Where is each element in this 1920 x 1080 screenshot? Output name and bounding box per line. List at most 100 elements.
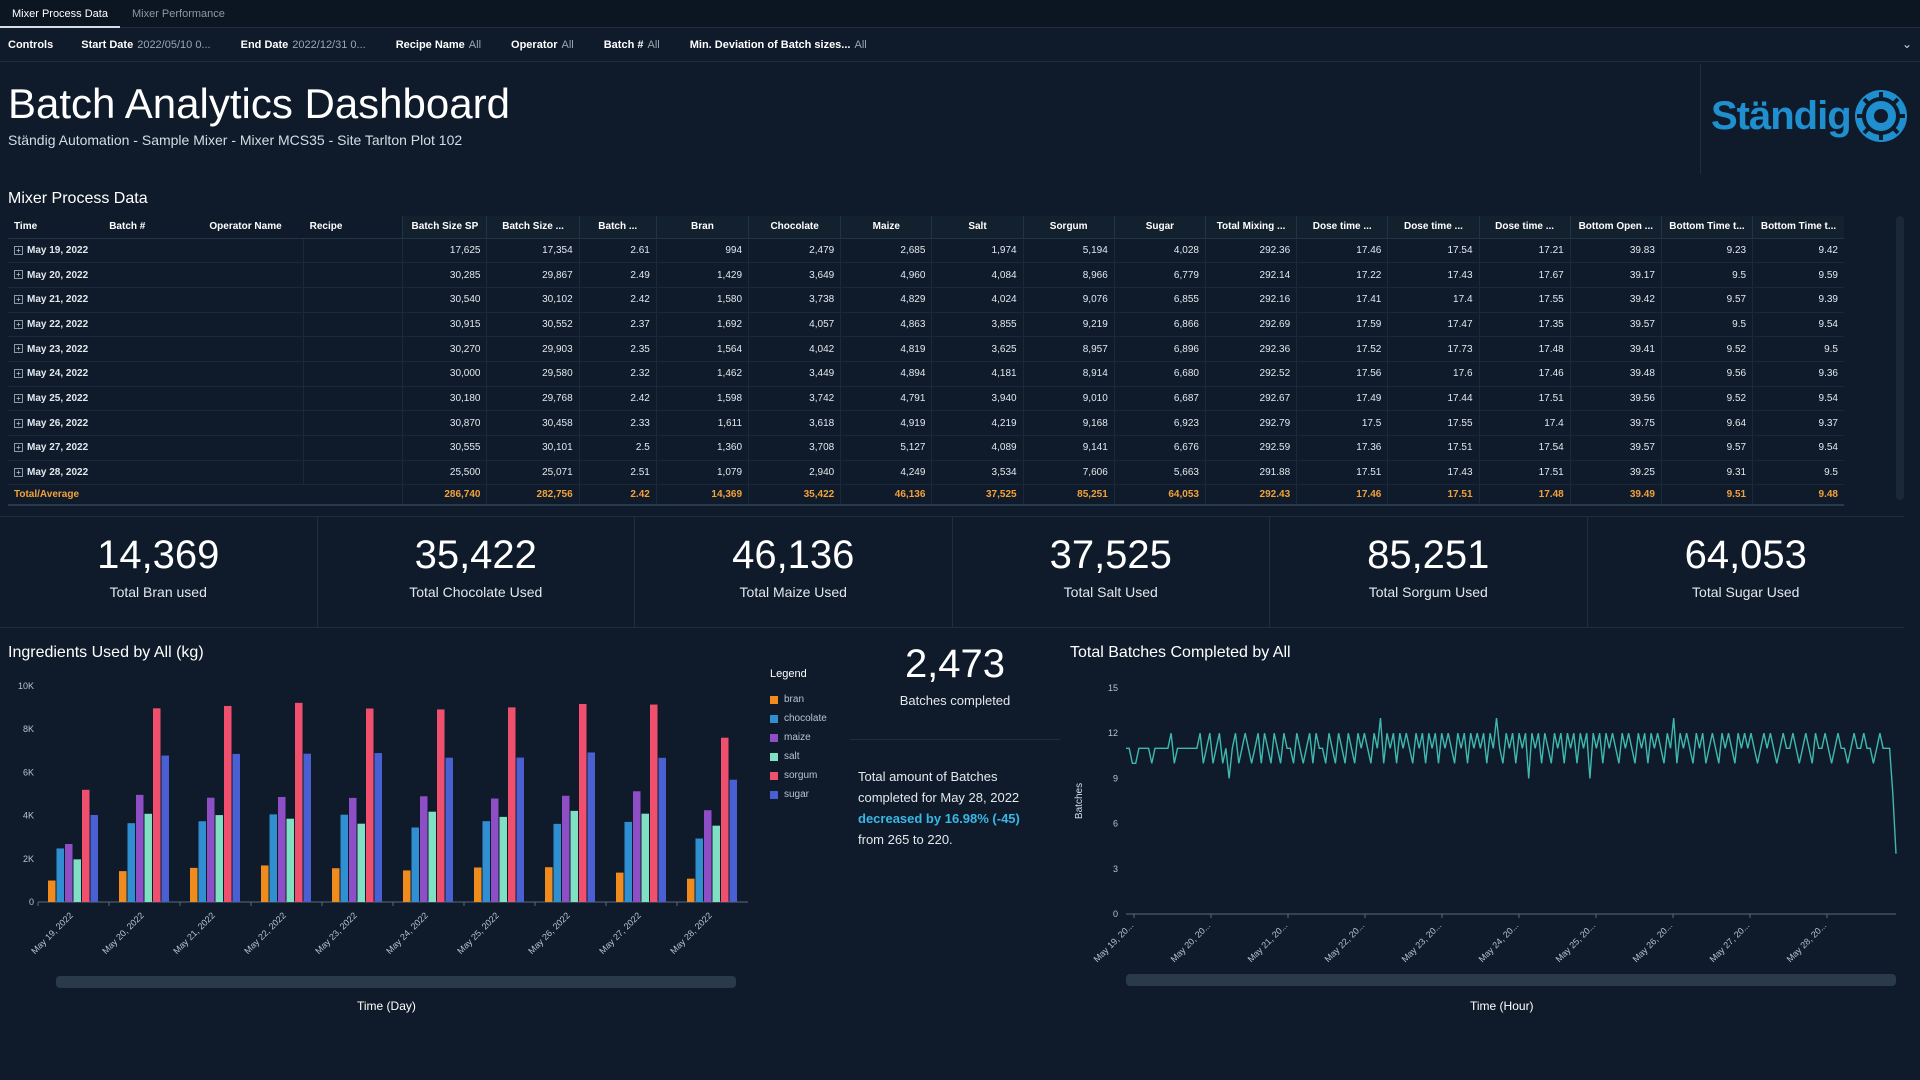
table-row[interactable]: + May 21, 2022 30,540 30,102 2.42 1,580 3,738 4… [8, 287, 1844, 313]
bar-salt[interactable] [641, 813, 650, 902]
min-deviation-control[interactable]: Min. Deviation of Batch sizes... All [689, 38, 867, 51]
column-header[interactable]: Operator Name [203, 216, 304, 239]
bar-bran[interactable] [687, 878, 695, 902]
column-header[interactable]: Batch # [103, 216, 204, 239]
bar-bran[interactable] [190, 867, 198, 902]
bar-sorgum[interactable] [721, 737, 729, 902]
bar-sorgum[interactable] [437, 709, 445, 902]
start-date-control[interactable]: Start Date 2022/05/10 0... [81, 38, 211, 51]
end-date-control[interactable]: End Date 2022/12/31 0... [240, 38, 366, 51]
bar-maize[interactable] [278, 796, 286, 902]
bar-salt[interactable] [570, 810, 579, 902]
bar-salt[interactable] [73, 859, 82, 902]
bar-sugar[interactable] [445, 757, 454, 902]
column-header[interactable]: Total Mixing ... [1204, 216, 1297, 239]
bar-chocolate[interactable] [56, 848, 65, 902]
bar-chocolate[interactable] [624, 821, 633, 902]
table-row[interactable]: + May 25, 2022 30,180 29,768 2.42 1,598 3,742 4… [8, 386, 1844, 412]
bar-maize[interactable] [562, 795, 570, 902]
column-header[interactable]: Batch Size SP [402, 216, 487, 239]
bar-maize[interactable] [65, 844, 73, 902]
expand-icon[interactable]: + [14, 319, 23, 329]
bar-maize[interactable] [633, 791, 641, 902]
bar-bran[interactable] [474, 867, 482, 902]
expand-icon[interactable]: + [14, 418, 23, 428]
bar-bran[interactable] [616, 872, 624, 902]
bar-sorgum[interactable] [366, 708, 374, 902]
bar-sorgum[interactable] [579, 703, 587, 902]
bar-sugar[interactable] [374, 753, 383, 902]
expand-icon[interactable]: + [14, 393, 23, 403]
column-header[interactable]: Salt [931, 216, 1024, 239]
expand-icon[interactable]: + [14, 270, 23, 280]
expand-icon[interactable]: + [14, 245, 23, 255]
bar-chart-horizontal-scrollbar[interactable] [56, 976, 736, 988]
column-header[interactable]: Bran [655, 216, 749, 239]
bar-chocolate[interactable] [553, 823, 562, 902]
bar-maize[interactable] [420, 796, 428, 902]
batch-number-control[interactable]: Batch # All [603, 38, 660, 51]
column-header[interactable]: Batch Size ... [486, 216, 580, 239]
bar-bran[interactable] [545, 867, 553, 902]
bar-chocolate[interactable] [695, 838, 704, 902]
table-row[interactable]: + May 28, 2022 25,500 25,071 2.51 1,079 2,940 4… [8, 460, 1844, 486]
column-header[interactable]: Sugar [1113, 216, 1206, 239]
expand-icon[interactable]: + [14, 369, 23, 379]
column-header[interactable]: Batch ... [578, 216, 657, 239]
table-row[interactable]: + May 27, 2022 30,555 30,101 2.5 1,360 3,708 5,… [8, 435, 1844, 461]
line-chart-horizontal-scrollbar[interactable] [1126, 974, 1896, 986]
column-header[interactable]: Dose time ... [1478, 216, 1571, 239]
bar-sugar[interactable] [232, 753, 241, 902]
column-header[interactable]: Time [8, 216, 104, 239]
expand-icon[interactable]: + [14, 443, 23, 453]
column-header[interactable]: Dose time ... [1296, 216, 1388, 239]
bar-bran[interactable] [119, 871, 127, 902]
legend-item[interactable]: sorgum [770, 770, 827, 781]
tab-mixer-performance[interactable]: Mixer Performance [131, 8, 225, 20]
legend-item[interactable]: chocolate [770, 713, 827, 724]
bar-salt[interactable] [144, 813, 153, 902]
bar-maize[interactable] [349, 797, 357, 902]
column-header[interactable]: Maize [840, 216, 932, 239]
expand-icon[interactable]: + [14, 467, 23, 477]
bar-sugar[interactable] [90, 814, 99, 902]
table-row[interactable]: + May 26, 2022 30,870 30,458 2.33 1,611 3,618 4… [8, 410, 1844, 436]
legend-item[interactable]: sugar [770, 789, 827, 800]
bar-maize[interactable] [704, 810, 712, 902]
column-header[interactable]: Sorgum [1022, 216, 1115, 239]
column-header[interactable]: Bottom Time t... [1752, 216, 1844, 239]
table-row[interactable]: + May 23, 2022 30,270 29,903 2.35 1,564 4,042 4… [8, 336, 1844, 362]
bar-salt[interactable] [499, 816, 508, 902]
batches-line[interactable] [1126, 718, 1897, 854]
bar-bran[interactable] [403, 870, 411, 902]
bar-chocolate[interactable] [340, 814, 349, 902]
bar-salt[interactable] [215, 815, 224, 902]
bar-salt[interactable] [357, 823, 366, 902]
bar-salt[interactable] [712, 825, 721, 902]
bar-maize[interactable] [136, 794, 144, 902]
column-header[interactable]: Bottom Open ... [1569, 216, 1662, 239]
expand-icon[interactable]: + [14, 344, 23, 354]
column-header[interactable]: Recipe [303, 216, 403, 239]
bar-bran[interactable] [261, 865, 269, 902]
bar-sugar[interactable] [303, 753, 312, 902]
bar-sorgum[interactable] [508, 707, 516, 902]
bar-salt[interactable] [286, 818, 295, 902]
bar-chocolate[interactable] [411, 827, 420, 902]
bar-maize[interactable] [207, 797, 215, 902]
bar-sorgum[interactable] [82, 789, 90, 902]
bar-maize[interactable] [491, 798, 499, 902]
bar-sugar[interactable] [161, 755, 170, 902]
column-header[interactable]: Bottom Time t... [1660, 216, 1753, 239]
operator-control[interactable]: Operator All [511, 38, 574, 51]
bar-sorgum[interactable] [650, 704, 658, 902]
bar-sorgum[interactable] [224, 705, 232, 902]
expand-icon[interactable]: + [14, 295, 23, 305]
legend-item[interactable]: bran [770, 694, 827, 705]
bar-chocolate[interactable] [198, 821, 207, 902]
column-header[interactable]: Chocolate [748, 216, 841, 239]
bar-chocolate[interactable] [127, 823, 136, 902]
bar-sugar[interactable] [516, 757, 525, 902]
legend-item[interactable]: salt [770, 751, 827, 762]
tab-mixer-process-data[interactable]: Mixer Process Data [0, 0, 120, 28]
